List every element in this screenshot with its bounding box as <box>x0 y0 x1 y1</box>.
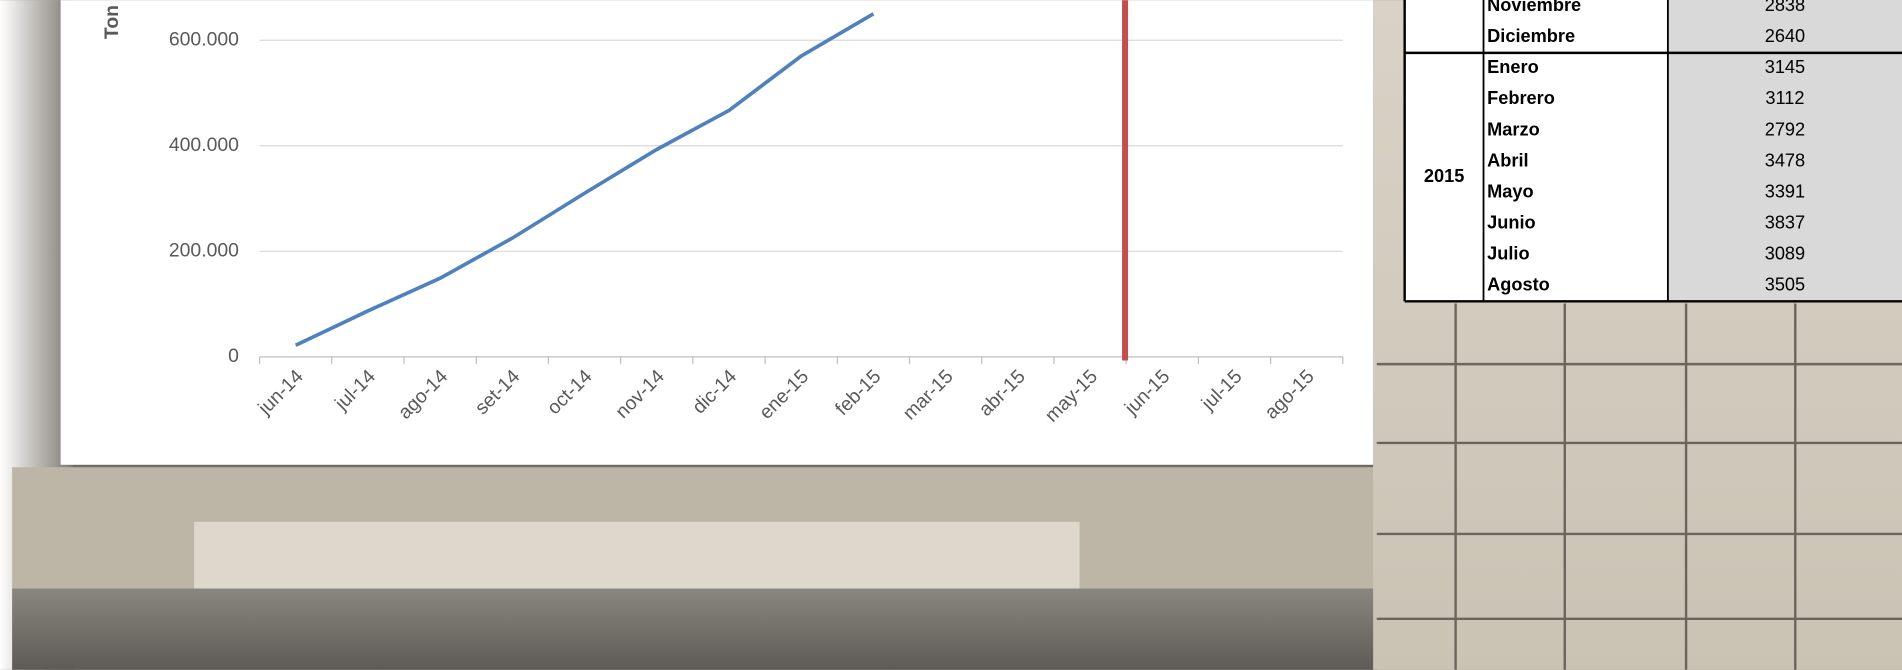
value-cell: 3089 <box>1765 244 1805 264</box>
month-cell: Julio <box>1487 244 1529 264</box>
month-cell: Febrero <box>1487 88 1555 108</box>
y-tick-label: 600.000 <box>169 28 239 50</box>
value-cell: 3478 <box>1765 150 1805 170</box>
photo-box-lines <box>1376 303 1902 670</box>
month-cell: Mayo <box>1487 181 1534 201</box>
value-cell: 3505 <box>1765 275 1805 295</box>
value-cell: 3112 <box>1765 88 1804 108</box>
month-cell: Agosto <box>1487 275 1550 295</box>
y-axis-title: Ton <box>101 5 123 39</box>
y-tick-label: 400.000 <box>169 134 239 156</box>
y-tick-label: 200.000 <box>169 239 239 261</box>
month-cell: Diciembre <box>1487 26 1575 46</box>
value-cell: 3145 <box>1765 57 1805 77</box>
value-column-bg <box>1667 0 1902 302</box>
line-series <box>294 12 875 347</box>
marker-line <box>1122 0 1129 361</box>
month-cell: Junio <box>1487 212 1536 232</box>
photo-floor <box>12 588 1377 670</box>
month-cell: Abril <box>1487 150 1528 170</box>
table: Noviembre 2838 Diciembre 2640 Enero 3145 Febre… <box>1403 0 1902 303</box>
value-cell: 2640 <box>1765 26 1805 46</box>
value-cell: 3391 <box>1765 181 1805 201</box>
month-cell: Enero <box>1487 57 1539 77</box>
y-tick-label: 0 <box>228 345 239 367</box>
month-cell: Noviembre <box>1487 0 1581 15</box>
value-cell: 2838 <box>1765 0 1805 15</box>
photo-stacks <box>194 521 1080 595</box>
value-cell: 3837 <box>1765 212 1805 232</box>
month-cell: Marzo <box>1487 119 1540 139</box>
chart-panel <box>60 0 1374 465</box>
year-cell: 2015 <box>1424 166 1464 186</box>
value-cell: 2792 <box>1765 119 1805 139</box>
